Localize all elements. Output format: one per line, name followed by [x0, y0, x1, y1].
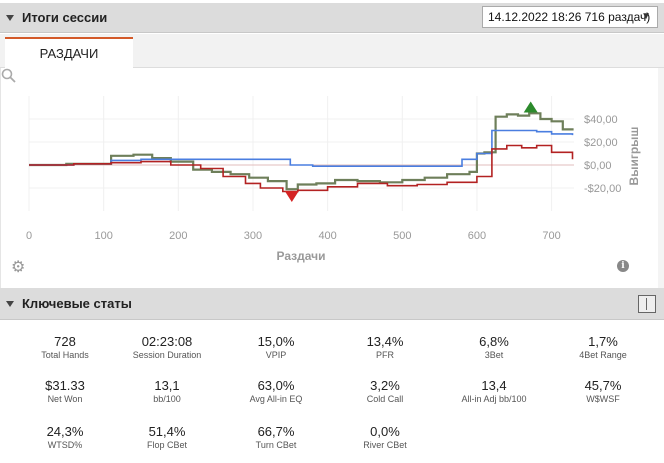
stat-value: 66,7%	[257, 424, 295, 439]
stat-label: VPIP	[265, 350, 287, 360]
x-axis-title: Раздачи	[277, 249, 326, 263]
stat-label: River CBet	[363, 440, 407, 450]
session-select-value: 14.12.2022 18:26 716 раздач)	[488, 10, 651, 24]
stat-item: $31.33 Net Won	[10, 378, 120, 405]
stat-item: 13,4% PFR	[330, 334, 440, 361]
info-icon[interactable]: i	[617, 260, 629, 272]
stat-item: 51,4% Flop CBet	[112, 424, 222, 451]
stat-item: 1,7% 4Bet Range	[548, 334, 658, 361]
stat-item: 02:23:08 Session Duration	[112, 334, 222, 361]
stat-item: 63,0% Avg All-in EQ	[221, 378, 331, 405]
stat-item: 728 Total Hands	[10, 334, 120, 361]
stat-item: 6,8% 3Bet	[439, 334, 549, 361]
stat-value: $31.33	[45, 378, 85, 393]
x-tick-label: 100	[94, 230, 112, 242]
stat-item: 66,7% Turn CBet	[221, 424, 331, 451]
scrollbar-track	[658, 68, 664, 288]
stat-value: 13,4%	[366, 334, 404, 349]
x-tick-label: 200	[169, 230, 187, 242]
stat-value: 3,2%	[370, 378, 400, 393]
x-tick-label: 400	[318, 230, 336, 242]
stat-value: 51,4%	[148, 424, 186, 439]
session-select[interactable]: 14.12.2022 18:26 716 раздач) ▼	[482, 6, 658, 28]
winnings-chart: 0 100 200 300 400 500 600 700 $40,00 $20,00 $0,00 -…	[0, 68, 664, 288]
stat-item: 15,0% VPIP	[221, 334, 331, 361]
stat-label: Cold Call	[366, 394, 404, 404]
x-tick-label: 500	[393, 230, 411, 242]
stat-item: 0,0% River CBet	[330, 424, 440, 451]
stat-item: 45,7% W$WSF	[548, 378, 658, 405]
stat-label: bb/100	[153, 394, 181, 404]
stat-label: Total Hands	[41, 350, 89, 360]
x-tick-label: 600	[468, 230, 486, 242]
stat-label: All-in Adj bb/100	[461, 394, 527, 404]
stat-value: 728	[54, 334, 76, 349]
stat-value: 45,7%	[584, 378, 622, 393]
y-tick-label: -$20,00	[584, 183, 621, 195]
stat-label: 3Bet	[484, 350, 504, 360]
stat-label: Session Duration	[132, 350, 202, 360]
stat-item: 13,1 bb/100	[112, 378, 222, 405]
stat-label: Net Won	[47, 394, 83, 404]
stat-label: W$WSF	[586, 394, 620, 404]
stat-label: Flop CBet	[146, 440, 188, 450]
series-line	[29, 112, 574, 191]
stat-label: Turn CBet	[255, 440, 297, 450]
stat-item: 24,3% WTSD%	[10, 424, 120, 451]
stat-value: 24,3%	[46, 424, 84, 439]
stat-value: 02:23:08	[141, 334, 193, 349]
tab-hands-label: РАЗДАЧИ	[39, 46, 99, 61]
tab-hands[interactable]: РАЗДАЧИ	[5, 37, 133, 68]
stat-item: 3,2% Cold Call	[330, 378, 440, 405]
stats-title: Ключевые статы	[22, 296, 132, 311]
tab-bar: РАЗДАЧИ	[0, 34, 664, 68]
series-line	[29, 144, 574, 193]
stat-value: 13,4	[481, 378, 507, 393]
stats-header[interactable]: Ключевые статы	[0, 288, 664, 320]
x-tick-label: 0	[26, 230, 32, 242]
y-tick-label: $40,00	[584, 114, 618, 126]
stat-value: 63,0%	[257, 378, 295, 393]
x-tick-label: 300	[244, 230, 262, 242]
stat-value: 6,8%	[479, 334, 509, 349]
session-header[interactable]: Итоги сессии 14.12.2022 18:26 716 раздач…	[0, 3, 664, 33]
zoom-icon[interactable]	[1, 68, 17, 84]
stat-value: 1,7%	[588, 334, 618, 349]
stat-value: 0,0%	[370, 424, 400, 439]
stat-item: 13,4 All-in Adj bb/100	[439, 378, 549, 405]
min-marker-icon	[284, 191, 299, 203]
y-axis-title: Выигрыш	[627, 127, 641, 186]
collapse-icon[interactable]	[6, 300, 14, 307]
stat-label: PFR	[376, 350, 394, 360]
max-marker-icon	[523, 101, 538, 113]
x-tick-label: 700	[542, 230, 560, 242]
y-tick-label: $20,00	[584, 137, 618, 149]
layout-toggle-button[interactable]	[638, 295, 656, 313]
chart-svg: 0 100 200 300 400 500 600 700 $40,00 $20,00 $0,00 -…	[26, 96, 641, 263]
stat-label: WTSD%	[47, 440, 83, 450]
stat-label: 4Bet Range	[579, 350, 627, 360]
session-title: Итоги сессии	[22, 10, 108, 25]
stat-value: 15,0%	[257, 334, 295, 349]
series-line	[29, 129, 574, 167]
chevron-down-icon[interactable]: ▼	[641, 11, 651, 22]
stat-label: Avg All-in EQ	[249, 394, 303, 404]
stats-grid: 728 Total Hands 02:23:08 Session Duration 15…	[0, 320, 664, 463]
collapse-icon[interactable]	[6, 14, 14, 21]
y-tick-label: $0,00	[584, 160, 612, 172]
stat-value: 13,1	[154, 378, 180, 393]
gear-icon[interactable]: ⚙	[11, 259, 26, 276]
